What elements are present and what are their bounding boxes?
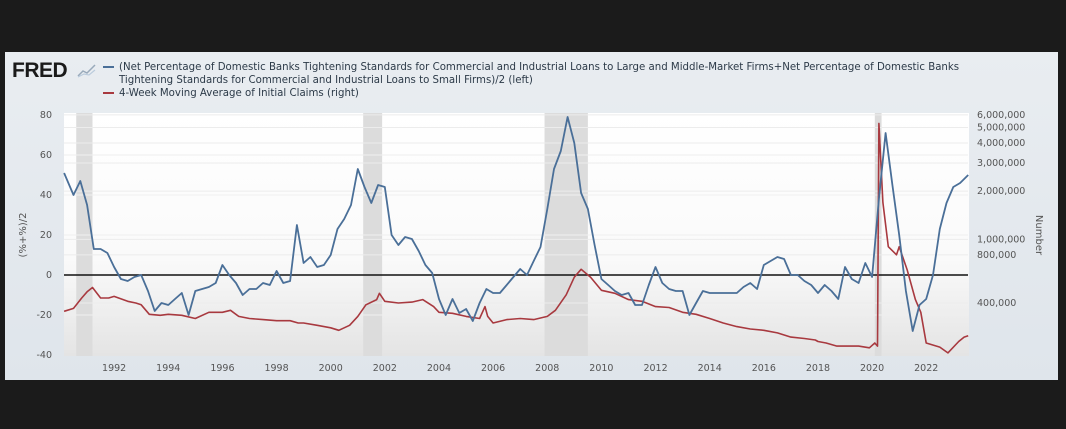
- y-left-tick-label: -20: [36, 310, 52, 321]
- y-right-tick-label: 2,000,000: [977, 186, 1025, 197]
- x-tick-label: 1992: [102, 363, 126, 374]
- y-right-tick-label: 800,000: [977, 250, 1016, 261]
- y-left-tick-label: 40: [40, 190, 52, 201]
- x-tick-label: 2018: [806, 363, 830, 374]
- y-axis-right-label: Number: [1033, 215, 1044, 256]
- y-right-tick-label: 400,000: [977, 298, 1016, 309]
- y-left-tick-label: 60: [40, 150, 52, 161]
- y-left-tick-label: 0: [46, 270, 52, 281]
- legend-swatch-red: [103, 92, 114, 94]
- chart-logo-icon: [77, 64, 96, 78]
- y-left-tick-label: 20: [40, 230, 52, 241]
- x-tick-label: 2016: [752, 363, 776, 374]
- series-tightening-standards-line: [63, 116, 969, 332]
- y-right-tick-label: 5,000,000: [977, 122, 1025, 133]
- legend-series2-label: 4-Week Moving Average of Initial Claims …: [119, 88, 359, 99]
- fred-logo[interactable]: FRED: [12, 59, 68, 82]
- series-initial-claims-line: [63, 122, 969, 354]
- legend-series1: (Net Percentage of Domestic Banks Tighte…: [103, 62, 959, 74]
- x-tick-label: 2002: [373, 363, 397, 374]
- legend-series2: 4-Week Moving Average of Initial Claims …: [103, 88, 359, 100]
- y-right-tick-label: 1,000,000: [977, 234, 1025, 245]
- y-right-tick-label: 6,000,000: [977, 110, 1025, 121]
- legend-series1-line2: Tightening Standards for Commercial and …: [119, 75, 533, 86]
- x-tick-label: 1994: [156, 363, 180, 374]
- x-tick-label: 2008: [535, 363, 559, 374]
- x-tick-label: 2004: [427, 363, 451, 374]
- x-tick-label: 2000: [319, 363, 343, 374]
- x-tick-label: 2014: [698, 363, 722, 374]
- y-left-tick-label: 80: [40, 110, 52, 121]
- y-right-tick-label: 4,000,000: [977, 138, 1025, 149]
- legend-swatch-blue: [103, 66, 114, 68]
- x-tick-label: 2006: [481, 363, 505, 374]
- y-left-tick-label: -40: [36, 350, 52, 361]
- x-tick-label: 2012: [643, 363, 667, 374]
- x-tick-label: 1998: [264, 363, 288, 374]
- y-axis-left-label: (%+%)/2: [18, 213, 29, 258]
- x-tick-label: 1996: [210, 363, 234, 374]
- legend-series1-line1: (Net Percentage of Domestic Banks Tighte…: [119, 62, 960, 73]
- x-tick-label: 2022: [914, 363, 938, 374]
- y-right-tick-label: 3,000,000: [977, 158, 1025, 169]
- x-tick-label: 2020: [860, 363, 884, 374]
- x-tick-label: 2010: [589, 363, 613, 374]
